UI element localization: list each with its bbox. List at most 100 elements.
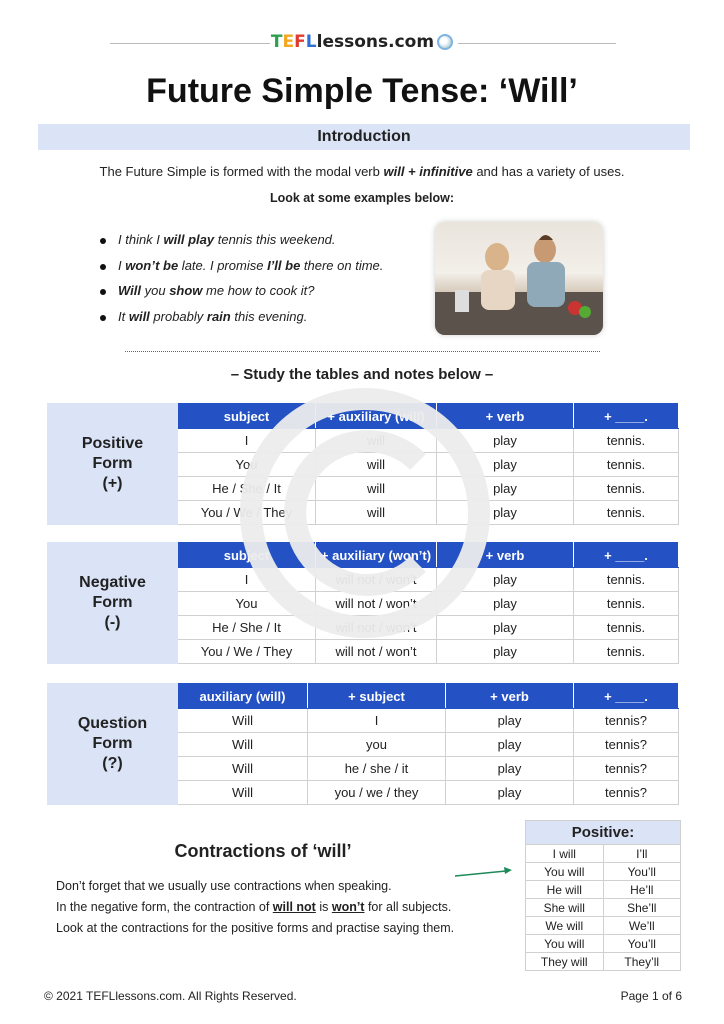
text-run: there on time.	[300, 257, 384, 273]
contraction-cell: They’ll	[602, 952, 681, 971]
table-row: We will We’ll	[525, 916, 681, 935]
page-number: Page 1 of 6	[620, 989, 682, 1003]
table-cell: will not / won’t	[315, 615, 437, 640]
header-rule-left	[110, 43, 270, 44]
contraction-cell: I’ll	[602, 844, 681, 863]
logo-letter: T	[270, 32, 283, 52]
intro-sentence: The Future Simple is formed with the mod…	[0, 164, 724, 179]
text-run: Don’t forget that we usually use contrac…	[56, 879, 392, 893]
text-run: will play	[163, 232, 215, 247]
column-header: + auxiliary (won’t)	[315, 542, 437, 568]
text-run: The Future Simple is formed with the mod…	[99, 164, 384, 179]
table-cell: play	[436, 591, 574, 616]
form-label-line: Positive	[81, 435, 144, 452]
table-cell: play	[436, 567, 574, 592]
full-form-cell: He will	[525, 880, 604, 899]
table-cell: tennis?	[573, 708, 679, 733]
full-form-cell: She will	[525, 898, 604, 917]
table-row: You will You’ll	[525, 934, 681, 953]
arrow-icon	[454, 867, 512, 877]
form-label-line: Form	[92, 594, 133, 611]
column-header: subject	[177, 403, 316, 429]
form-label-line: Form	[92, 735, 133, 752]
text-run: will	[128, 309, 150, 325]
text-run: this evening.	[230, 309, 308, 325]
table-cell: will not / won’t	[315, 567, 437, 592]
contraction-cell: You’ll	[602, 862, 681, 881]
text-run: will + infinitive	[383, 164, 473, 179]
text-run: won’t be	[125, 257, 179, 273]
text-run: late. I promise	[178, 257, 268, 273]
table-cell: play	[445, 756, 574, 781]
form-label-line: (?)	[102, 755, 123, 772]
table-cell: Will	[177, 732, 308, 757]
table-cell: tennis.	[573, 500, 679, 525]
text-run: I think I	[118, 232, 164, 247]
table-cell: Will	[177, 756, 308, 781]
column-header: auxiliary (will)	[177, 683, 308, 709]
text-run: is	[315, 900, 332, 914]
table-cell: play	[445, 708, 574, 733]
example-item: I think I will play tennis this weekend.	[100, 232, 383, 258]
table-cell: play	[436, 428, 574, 453]
table-cell: tennis.	[573, 428, 679, 453]
column-header: + ____.	[573, 683, 679, 709]
table-cell: Will	[177, 780, 308, 805]
table-cell: He / She / It	[177, 615, 316, 640]
column-header: + auxiliary (will)	[315, 403, 437, 429]
table-cell: play	[445, 780, 574, 805]
contractions-note-2: In the negative form, the contraction of…	[56, 900, 451, 914]
table-row: I will I’ll	[525, 844, 681, 863]
text-run: for all subjects.	[364, 900, 452, 914]
table-cell: will	[315, 452, 437, 477]
table-row: He will He’ll	[525, 880, 681, 899]
table-cell: will	[315, 428, 437, 453]
study-heading: – Study the tables and notes below –	[230, 366, 494, 383]
table-cell: tennis?	[573, 756, 679, 781]
full-form-cell: We will	[525, 916, 604, 935]
form-label-line: Question	[77, 715, 148, 732]
example-list: I think I will play tennis this weekend.…	[100, 232, 383, 335]
form-label: Negative Form (-)	[47, 542, 178, 664]
table-cell: I	[307, 708, 446, 733]
table-cell: play	[436, 615, 574, 640]
contraction-cell: He’ll	[602, 880, 681, 899]
dotted-divider	[125, 351, 600, 352]
table-cell: play	[445, 732, 574, 757]
column-header: + verb	[436, 403, 574, 429]
table-cell: tennis?	[573, 732, 679, 757]
text-run: probably	[149, 309, 207, 325]
text-run: me how to cook it?	[202, 283, 315, 299]
column-header: + subject	[307, 683, 446, 709]
table-row: They will They’ll	[525, 952, 681, 971]
table-cell: will	[315, 476, 437, 501]
contraction-cell: She’ll	[602, 898, 681, 917]
contractions-note-3: Look at the contractions for the positiv…	[56, 921, 454, 935]
contractions-note-1: Don’t forget that we usually use contrac…	[56, 879, 392, 893]
table-cell: will not / won’t	[315, 639, 437, 664]
text-run: In the negative form, the contraction of	[56, 900, 273, 914]
table-cell: I	[177, 567, 316, 592]
text-run: It	[118, 309, 129, 325]
section-heading-introduction: Introduction	[38, 124, 690, 150]
table-cell: You	[177, 591, 316, 616]
text-run: and has a variety of uses.	[472, 164, 625, 179]
examples-intro: Look at some examples below:	[269, 191, 455, 205]
table-cell: tennis.	[573, 452, 679, 477]
table-cell: you / we / they	[307, 780, 446, 805]
table-cell: tennis.	[573, 567, 679, 592]
table-cell: tennis?	[573, 780, 679, 805]
column-header: + ____.	[573, 403, 679, 429]
globe-icon	[437, 34, 454, 50]
column-header: + verb	[436, 542, 574, 568]
text-run: Will	[118, 283, 141, 299]
table-cell: You	[177, 452, 316, 477]
page-title: Future Simple Tense: ‘Will’	[146, 72, 578, 110]
header-rule-right	[458, 43, 616, 44]
table-cell: you	[307, 732, 446, 757]
column-header: + ____.	[573, 542, 679, 568]
text-run: you	[141, 283, 170, 299]
table-row: You / We / They will not / won’t play tenni…	[48, 639, 679, 664]
table-row: Will he / she / it play tennis?	[48, 756, 679, 781]
table-cell: will not / won’t	[315, 591, 437, 616]
